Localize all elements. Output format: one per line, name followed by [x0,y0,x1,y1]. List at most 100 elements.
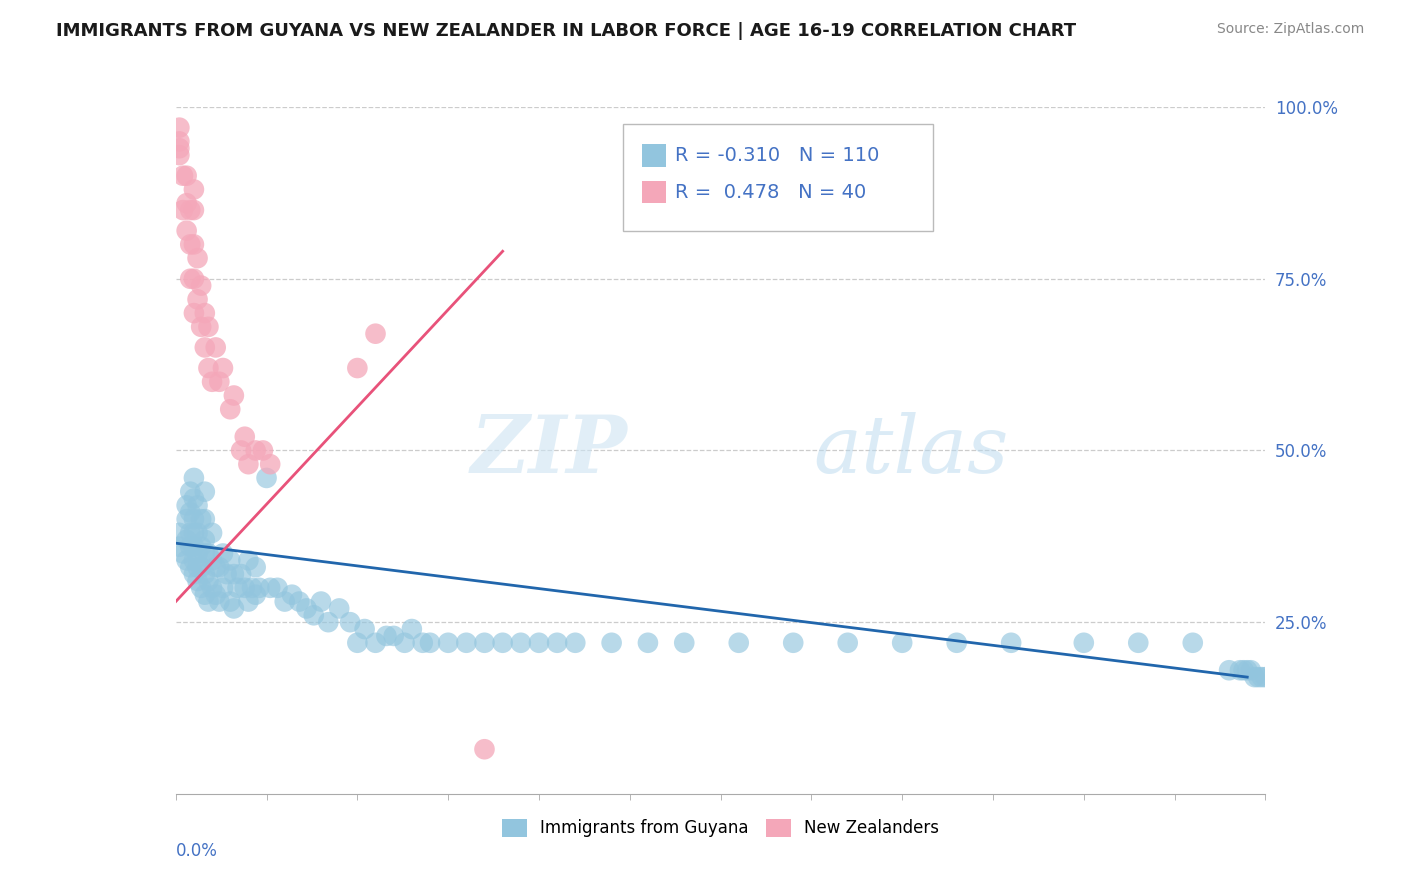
Point [183,567,205,582]
Point [179,203,201,218]
Point [190,560,212,574]
Point [204,340,226,354]
Text: R = -0.310   N = 110: R = -0.310 N = 110 [675,146,879,165]
Point [1232,663,1256,677]
Point [247,581,270,595]
Point [183,525,205,540]
Point [240,581,263,595]
Point [527,636,550,650]
Point [274,594,297,608]
Point [183,553,205,567]
Point [197,361,219,376]
Point [1073,636,1095,650]
Point [208,375,231,389]
Point [364,636,387,650]
Point [309,594,332,608]
Point [172,546,194,561]
Point [186,574,209,588]
Point [190,540,212,554]
Point [364,326,387,341]
Point [201,375,224,389]
Point [219,594,242,608]
Point [256,471,278,485]
Point [215,567,238,582]
Point [1218,663,1240,677]
Point [546,636,568,650]
Point [186,525,209,540]
Text: R =  0.478   N = 40: R = 0.478 N = 40 [675,183,866,202]
Point [190,512,212,526]
Point [353,622,375,636]
Point [183,237,205,252]
Point [259,581,281,595]
Point [233,581,256,595]
Point [172,169,194,183]
Point [252,443,274,458]
Point [492,636,515,650]
Point [183,540,205,554]
Point [179,484,201,499]
Point [375,629,398,643]
Point [419,636,441,650]
Point [226,581,249,595]
Point [231,567,253,582]
Point [183,512,205,526]
Point [194,340,217,354]
Point [1250,670,1272,684]
Point [169,148,191,162]
Point [302,608,325,623]
Point [1243,670,1265,684]
Point [197,574,219,588]
FancyBboxPatch shape [643,145,666,167]
Point [183,203,205,218]
Point [176,499,198,513]
Point [201,525,224,540]
Point [394,636,416,650]
Point [176,512,198,526]
Point [782,636,804,650]
Point [288,594,311,608]
Point [401,622,423,636]
Point [179,237,201,252]
Point [194,567,217,582]
Point [186,560,209,574]
Point [346,361,368,376]
Point [222,388,245,402]
Point [891,636,914,650]
Point [456,636,478,650]
Point [600,636,623,650]
Point [176,553,198,567]
Point [328,601,350,615]
Point [1240,663,1263,677]
Point [186,499,209,513]
Point [245,443,267,458]
Point [172,203,194,218]
Point [208,560,231,574]
Point [509,636,531,650]
Point [186,546,209,561]
Legend: Immigrants from Guyana, New Zealanders: Immigrants from Guyana, New Zealanders [495,812,946,844]
Point [194,533,217,547]
Point [222,601,245,615]
Point [238,553,260,567]
Point [281,588,304,602]
Point [183,491,205,506]
Point [169,120,191,135]
Point [259,457,281,471]
Point [318,615,340,630]
Point [169,540,191,554]
Point [233,430,256,444]
Point [194,306,217,320]
Point [212,581,235,595]
Point [186,251,209,265]
Point [219,402,242,417]
Text: Source: ZipAtlas.com: Source: ZipAtlas.com [1216,22,1364,37]
Point [201,581,224,595]
Point [197,319,219,334]
Point [437,636,460,650]
Point [179,505,201,519]
Point [1236,663,1258,677]
Point [1000,636,1022,650]
Point [673,636,696,650]
Point [1181,636,1204,650]
